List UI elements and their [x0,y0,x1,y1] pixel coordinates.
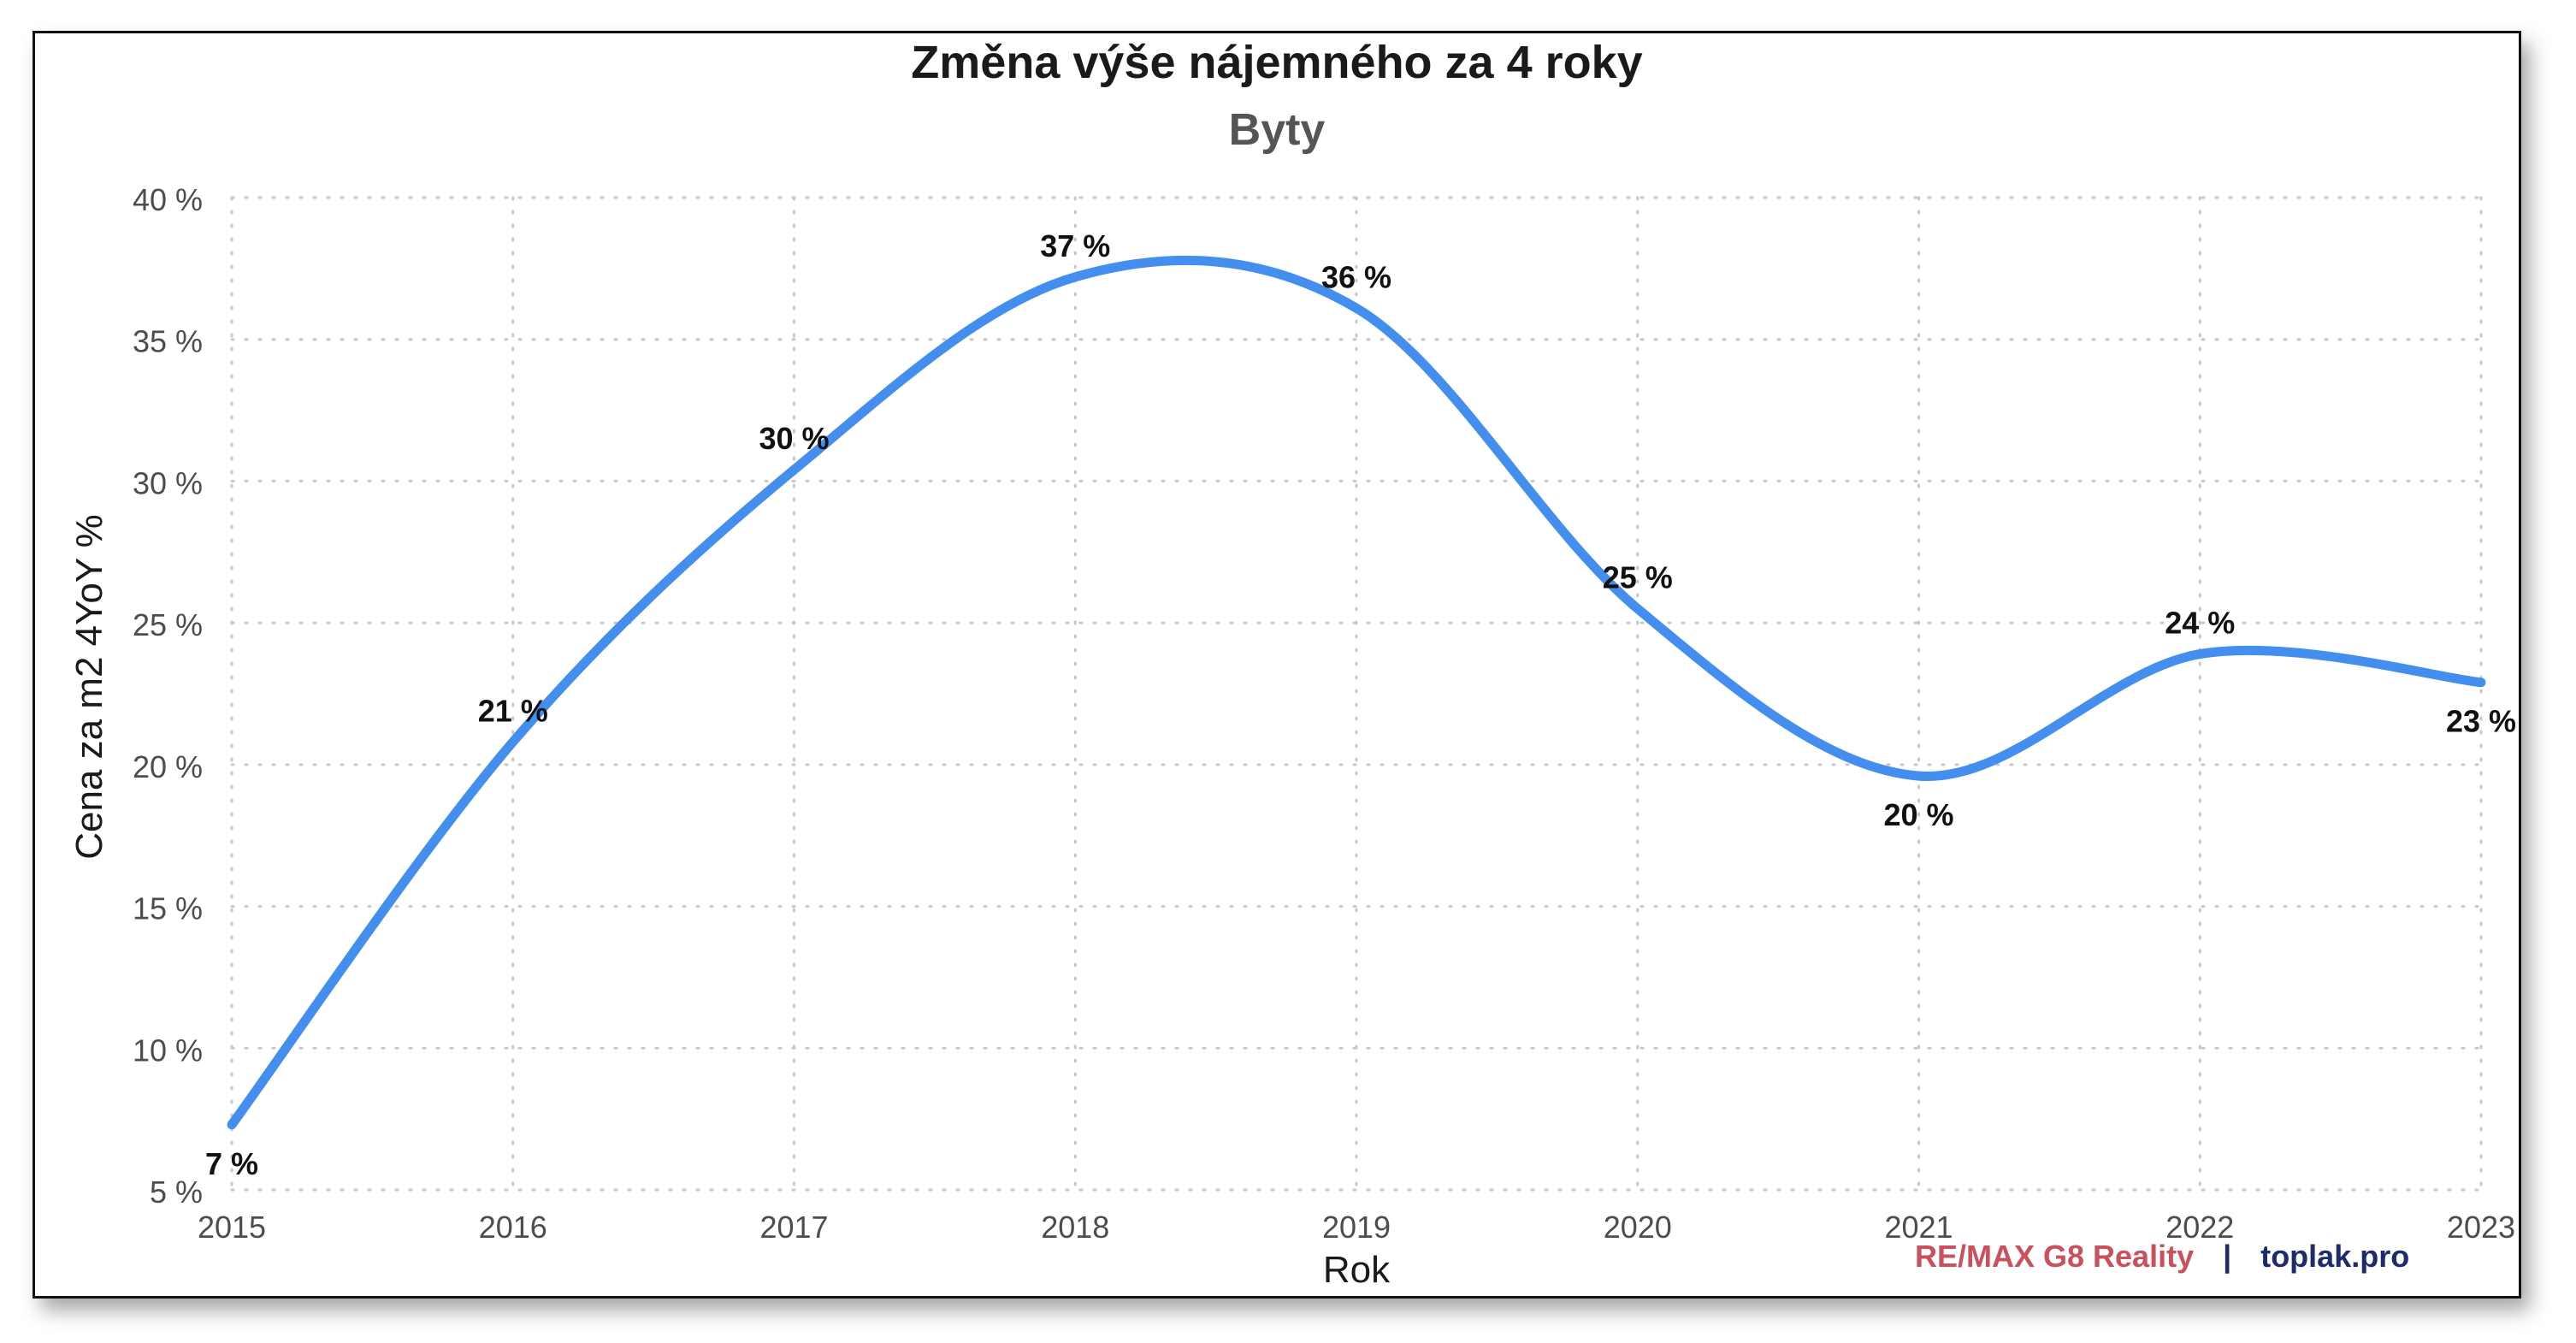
x-tick-label: 2021 [1884,1210,1953,1245]
branding-separator: | [2223,1239,2231,1275]
chart-subtitle: Byty [1229,105,1326,155]
series-line [227,255,2486,1130]
y-tick-label: 25 % [133,607,203,642]
branding-toplak: toplak.pro [2260,1239,2409,1274]
branding: RE/MAX G8 Reality | toplak.pro [1915,1239,2409,1275]
data-label: 30 % [759,421,829,456]
x-tick-label: 2020 [1604,1210,1672,1245]
y-tick-label: 20 % [133,749,203,784]
data-label: 24 % [2165,606,2235,641]
x-tick-label: 2023 [2447,1210,2515,1245]
y-axis-ticks: 5 % 10 % 15 % 20 % 25 % 30 % 35 % 40 % [133,182,203,1210]
y-tick-label: 15 % [133,891,203,926]
x-axis-ticks: 2015 2016 2017 2018 2019 2020 2021 2022 2023 [198,1210,2515,1245]
y-tick-label: 30 % [133,465,203,500]
data-label: 37 % [1040,228,1110,263]
data-label: 21 % [478,693,548,728]
data-labels: 7 % 21 % 30 % 37 % 36 % 25 % 20 % 24 % 23 % [205,228,2516,1181]
grid [230,196,2483,1192]
x-tick-label: 2019 [1322,1210,1391,1245]
x-tick-label: 2017 [759,1210,828,1245]
chart-frame: Změna výše nájemného za 4 roky Byty 5 % 1… [32,31,2521,1299]
y-tick-label: 10 % [133,1032,203,1068]
data-label: 23 % [2446,704,2516,739]
y-axis-title: Cena za m2 4YoY % [68,514,110,860]
y-tick-label: 5 % [150,1174,203,1210]
chart-title: Změna výše nájemného za 4 roky [911,37,1642,88]
x-tick-label: 2022 [2165,1210,2234,1245]
data-label: 20 % [1883,797,1953,832]
data-label: 36 % [1321,259,1391,294]
x-tick-label: 2015 [198,1210,266,1245]
x-tick-label: 2016 [479,1210,547,1245]
line-chart: Změna výše nájemného za 4 roky Byty 5 % 1… [68,37,2516,1291]
y-tick-label: 35 % [133,324,203,359]
y-tick-label: 40 % [133,182,203,217]
x-tick-label: 2018 [1041,1210,1109,1245]
series-line-path [227,255,2486,1130]
x-axis-title: Rok [1323,1249,1391,1291]
data-label: 25 % [1603,560,1673,595]
data-label: 7 % [205,1146,258,1181]
branding-remax: RE/MAX G8 Reality [1915,1239,2194,1274]
